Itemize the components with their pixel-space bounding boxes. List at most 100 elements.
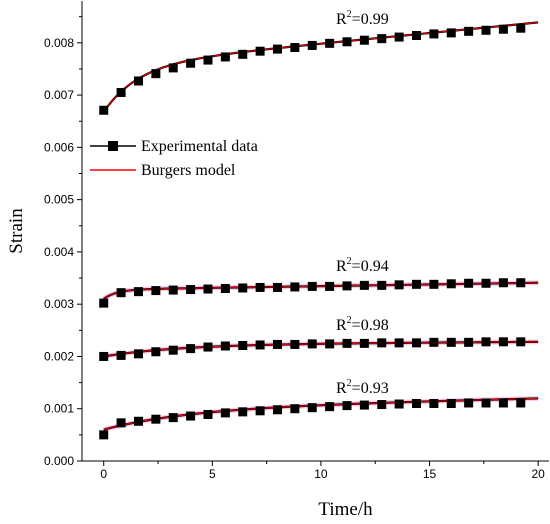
r-squared-label: R2=0.94 (336, 256, 389, 275)
r-squared-label: R2=0.93 (336, 378, 389, 397)
data-point (325, 402, 335, 412)
data-point (481, 398, 491, 408)
data-point (446, 337, 456, 347)
data-point (446, 28, 456, 38)
data-point (498, 337, 508, 347)
legend-label-experimental: Experimental data (141, 138, 258, 155)
x-tick-label: 20 (531, 467, 545, 481)
y-tick-label: 0.002 (44, 349, 74, 363)
data-point (516, 23, 526, 33)
data-point (498, 24, 508, 34)
legend-label-burgers: Burgers model (141, 162, 236, 179)
data-point (342, 37, 352, 47)
data-point (203, 342, 213, 352)
data-point (464, 26, 474, 36)
data-point (168, 345, 178, 355)
data-point (464, 278, 474, 288)
data-point (394, 32, 404, 42)
data-point (359, 280, 369, 290)
y-tick-label: 0.008 (44, 36, 74, 50)
data-point (429, 399, 439, 408)
data-point (220, 408, 230, 418)
data-point (116, 418, 126, 428)
data-point (429, 279, 439, 289)
data-point (99, 298, 109, 308)
data-point (481, 337, 491, 347)
data-point (342, 401, 352, 411)
x-axis-title: Time/h (318, 499, 373, 520)
data-point (412, 338, 422, 348)
data-point (429, 29, 439, 39)
r-squared-label: R2=0.99 (336, 9, 389, 28)
data-point (359, 35, 369, 45)
y-tick-label: 0.003 (44, 297, 74, 311)
y-tick-label: 0.006 (44, 140, 74, 154)
data-point (342, 338, 352, 348)
r-squared-value: =0.99 (352, 11, 389, 28)
data-point (498, 398, 508, 408)
data-point (255, 406, 265, 416)
data-point (116, 350, 126, 360)
data-point (516, 278, 526, 288)
data-point (186, 285, 196, 295)
data-point (464, 398, 474, 408)
data-point (133, 416, 143, 426)
r-squared-superscript: 2 (347, 256, 352, 267)
data-point (220, 341, 230, 351)
data-point (220, 284, 230, 293)
data-point (446, 279, 456, 289)
data-point (359, 338, 369, 348)
data-point (359, 400, 369, 410)
data-point (377, 338, 387, 348)
data-point (151, 347, 161, 357)
data-point (412, 399, 422, 408)
data-point (151, 414, 161, 424)
x-tick-label: 10 (314, 467, 328, 481)
data-point (220, 52, 230, 62)
data-point (516, 398, 526, 408)
data-point (238, 407, 248, 417)
r-squared-symbol: R (336, 317, 347, 334)
data-point (238, 340, 248, 350)
data-point (255, 340, 265, 350)
r-squared-symbol: R (336, 258, 347, 275)
data-point (464, 337, 474, 347)
data-point (151, 69, 161, 79)
data-point (498, 278, 508, 288)
data-point (516, 337, 526, 347)
r-squared-superscript: 2 (347, 9, 352, 20)
data-point (272, 44, 282, 54)
y-tick-label: 0.007 (44, 88, 74, 102)
data-point (290, 43, 300, 53)
y-tick-label: 0.005 (44, 193, 74, 207)
data-point (394, 399, 404, 409)
data-point (186, 58, 196, 68)
data-point (307, 403, 317, 413)
x-tick-label: 15 (423, 467, 437, 481)
x-tick-label: 0 (100, 467, 107, 481)
data-point (168, 63, 178, 73)
r-squared-symbol: R (336, 11, 347, 28)
data-point (290, 404, 300, 414)
data-point (168, 413, 178, 423)
y-tick-label: 0.004 (44, 245, 74, 259)
data-point (203, 55, 213, 65)
r-squared-value: =0.93 (352, 380, 389, 397)
data-point (133, 287, 143, 297)
data-point (238, 283, 248, 293)
y-tick-label: 0.000 (44, 454, 74, 468)
data-point (325, 38, 335, 48)
x-tick-label: 5 (209, 467, 216, 481)
data-point (116, 288, 126, 298)
data-point (186, 344, 196, 354)
data-point (342, 281, 352, 291)
y-axis-title: Strain (6, 208, 27, 254)
r-squared-symbol: R (336, 380, 347, 397)
data-point (151, 286, 161, 296)
data-point (255, 46, 265, 56)
r-squared-value: =0.98 (352, 317, 389, 334)
data-point (377, 400, 387, 410)
data-point (99, 430, 109, 440)
data-point (325, 281, 335, 291)
